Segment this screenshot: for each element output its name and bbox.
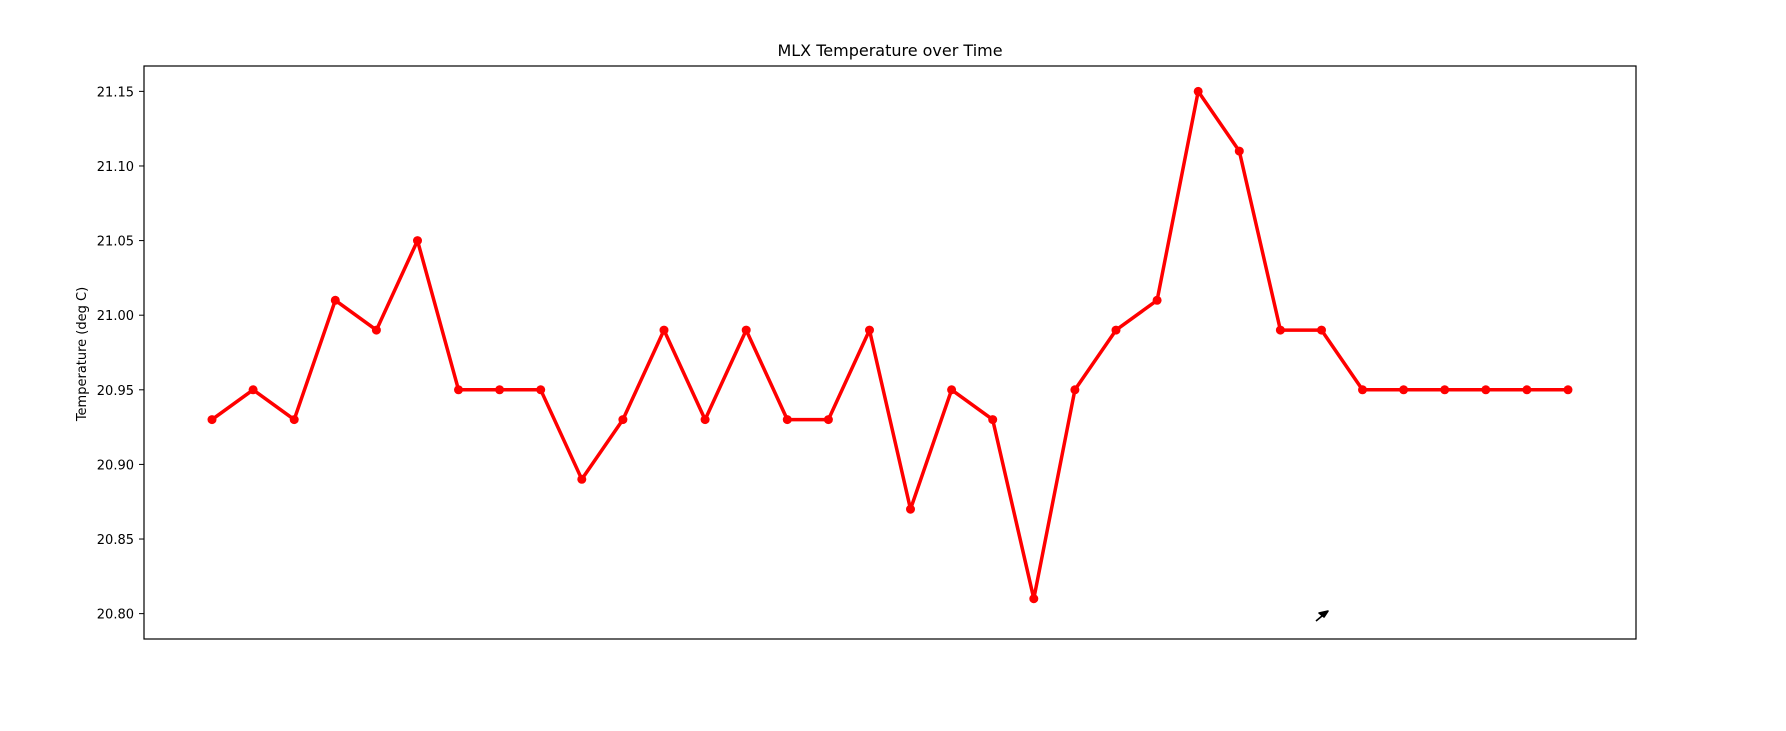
data-point — [741, 325, 751, 335]
y-tick-label: 21.10 — [97, 160, 134, 175]
y-tick-label: 21.15 — [97, 85, 134, 100]
data-point — [906, 504, 915, 514]
data-point — [1070, 385, 1080, 395]
data-point — [865, 325, 874, 335]
data-point — [700, 415, 710, 425]
y-axis-label: Temperature (deg C) — [75, 287, 90, 422]
data-point — [1522, 385, 1532, 395]
y-tick-label: 20.85 — [97, 533, 134, 548]
data-point — [536, 385, 546, 395]
data-point — [495, 385, 505, 395]
data-point — [207, 415, 217, 425]
series-line — [210, 89, 1568, 601]
plot-area — [143, 65, 1637, 640]
data-point — [1234, 146, 1244, 156]
data-point — [1358, 385, 1367, 395]
data-point — [413, 236, 422, 246]
y-tick-label: 21.05 — [97, 235, 134, 250]
data-point — [618, 415, 628, 425]
data-point — [1399, 385, 1409, 395]
data-point — [988, 415, 998, 425]
data-point — [1275, 325, 1285, 335]
y-tick-label: 20.80 — [97, 608, 134, 623]
data-point — [1111, 325, 1121, 335]
mouse-pointer-icon — [1315, 610, 1329, 622]
chart-title: MLX Temperature over Time — [777, 41, 1002, 60]
data-point — [1317, 325, 1326, 335]
data-point — [577, 474, 587, 484]
data-point — [454, 385, 463, 395]
y-tick-label: 21.00 — [97, 309, 134, 324]
data-point — [1193, 86, 1203, 96]
data-point — [659, 325, 669, 335]
data-point — [1152, 295, 1162, 305]
y-tick-label: 20.90 — [97, 458, 134, 473]
data-point — [289, 415, 299, 425]
y-tick-label: 20.95 — [97, 384, 134, 399]
data-point — [330, 295, 340, 305]
series-layer — [207, 86, 1573, 604]
data-point — [248, 385, 258, 395]
y-axis-ticks: 20.80 20.85 20.90 20.95 21.00 21.05 21.10 21.15 — [97, 85, 144, 623]
data-point — [1563, 385, 1573, 395]
data-point — [947, 385, 957, 395]
data-point — [371, 325, 381, 335]
data-point — [1481, 385, 1491, 395]
data-point — [823, 415, 833, 425]
data-point — [1440, 385, 1450, 395]
data-point — [782, 415, 792, 425]
data-point — [1029, 594, 1039, 604]
